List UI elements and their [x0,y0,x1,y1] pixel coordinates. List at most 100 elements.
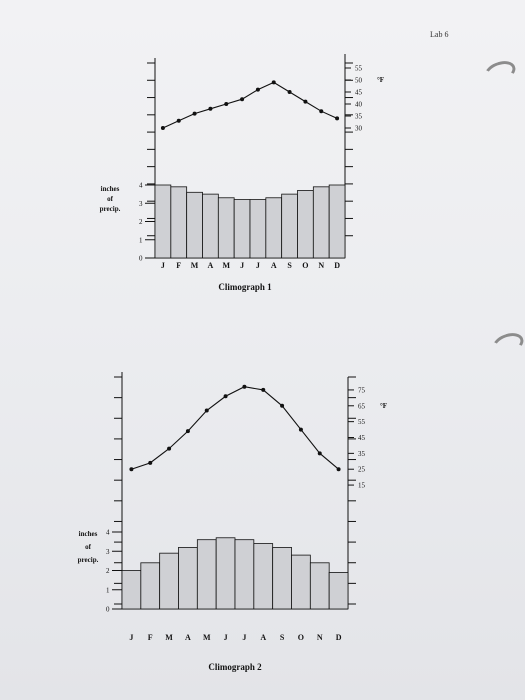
chart2-precip-bar [291,554,311,610]
chart2-precip-axis-label: of [85,543,92,551]
chart1-temp-tick-label: 50 [355,77,363,85]
chart1-precip-tick-label: 4 [139,182,143,190]
chart1-month-label: J [240,261,244,270]
chart2-temp-line [131,386,339,470]
chart2-temp-point [204,408,209,413]
chart1-temp-point [208,106,213,111]
chart2-precip-bar [253,543,274,610]
chart1-month-label: A [208,261,214,270]
chart2-precip-tick-label: 3 [106,548,110,556]
chart2-temp-tick-label: 75 [358,386,366,394]
chart1-month-label: O [302,261,308,270]
chart1-month-label: S [287,261,292,270]
chart1-temp-point [224,102,229,106]
chart2-temp-point [242,384,247,389]
chart1-month-label: M [222,261,230,270]
chart2-month-label: S [280,633,285,642]
chart1-precip-bar [281,193,298,259]
chart2-month-label: A [260,633,266,642]
chart1-title: Climograph 1 [218,282,272,292]
chart2-precip-bar [309,562,330,610]
chart2-precip-bar [215,537,236,610]
chart2-temp-tick-label: 65 [358,402,366,410]
chart1-temp-point [303,99,308,104]
chart1-precip-axis-label: of [107,195,114,203]
page-label: Lab 6 [430,30,449,39]
chart2-temp-tick-label: 45 [358,434,366,442]
chart2-month-label: F [148,633,153,642]
chart1-precip-bar [328,184,346,259]
chart2-month-label: A [185,633,191,642]
chart1-temp-tick-label: 35 [355,113,363,121]
chart1-precip-tick-label: 2 [139,218,143,226]
chart2-temp-unit: °F [380,402,387,410]
chart2-precip-tick-label: 1 [106,586,110,594]
chart1-precip-bar [233,199,251,259]
chart2-precip-tick-label: 4 [106,529,110,537]
chart1-month-label: F [176,261,181,270]
chart1-temp-tick-label: 40 [355,101,363,109]
chart2-precip-tick-label: 2 [106,567,110,575]
chart2-month-label: J [242,633,246,642]
chart1-precip-bar [154,184,172,259]
chart1-precip-bar [217,197,235,259]
chart2-temp-point [148,460,153,465]
chart2-title: Climograph 2 [208,662,262,672]
chart1-temp-point [335,116,340,121]
chart2-precip-bar [159,552,179,610]
chart2-temp-point [129,467,134,472]
chart2-precip-axis-label: inches [79,530,98,538]
chart1-precip-bar [202,193,219,259]
chart1-precip-tick-label: 1 [139,236,143,244]
chart2-precip-bar [196,539,217,610]
chart1-temp-tick-label: 55 [355,65,363,73]
chart1-temp-point [240,97,245,102]
chart2-temp-tick-label: 15 [358,482,366,490]
chart2-precip-bar [121,570,142,610]
chart1-precip-axis-label: inches [101,185,120,193]
chart2-month-label: D [336,633,342,642]
chart2-temp-tick-label: 25 [358,466,366,474]
chart2-month-label: M [165,633,173,642]
chart1-temp-point [287,90,292,94]
chart2-month-label: O [298,633,304,642]
chart1-month-label: D [334,261,340,270]
chart1-precip-bar [265,197,283,259]
chart1-temp-tick-label: 45 [355,89,363,97]
chart1-precip-bar [312,186,330,259]
chart2-precip-bar [328,572,349,610]
chart2-temp-tick-label: 55 [358,418,366,426]
chart1-month-label: J [161,261,165,270]
chart1-month-label: J [256,261,260,270]
chart1-temp-point [176,118,181,123]
chart1-temp-point [160,126,165,130]
chart1-precip-axis-label: precip. [100,205,121,213]
chart2-temp-tick-label: 35 [358,450,366,458]
chart2-temp-point [185,429,190,434]
chart1-temp-unit: °F [377,76,384,84]
chart2-temp-point [317,451,322,456]
chart2-month-label: J [129,633,133,642]
chart1-precip-bar [297,190,314,259]
chart1-temp-point [192,111,197,116]
chart2-temp-point [280,403,285,408]
chart1-precip-bar [249,199,267,259]
chart2-precip-tick-label: 0 [106,606,110,614]
chart1-temp-point [319,109,324,114]
chart2-month-label: N [317,633,323,642]
chart2-precip-bar [178,547,198,610]
chart1-precip-tick-label: 0 [139,255,143,263]
chart2-precip-bar [272,547,292,610]
chart2-month-label: M [203,633,211,642]
chart1-precip-bar [186,191,203,259]
chart1-temp-line [162,81,338,129]
chart1-month-label: A [271,261,277,270]
chart2-temp-point [223,394,228,399]
chart2-precip-bar [140,562,161,610]
chart1-precip-bar [170,186,188,259]
chart2-month-label: J [224,633,228,642]
chart1-month-label: N [318,261,324,270]
chart2-precip-axis-label: precip. [78,556,99,564]
chart1-temp-point [271,80,276,85]
